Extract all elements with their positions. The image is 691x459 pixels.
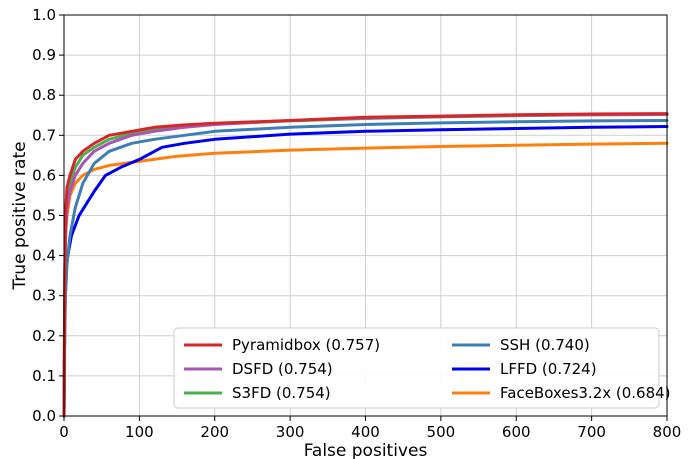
legend-box <box>173 327 660 409</box>
x-tick-label: 300 <box>276 423 305 441</box>
legend-entry: FaceBoxes3.2x (0.684) <box>500 384 671 402</box>
legend-entry: S3FD (0.754) <box>232 384 331 402</box>
x-tick-label: 200 <box>200 423 229 441</box>
series-line-pyramidbox <box>62 112 669 418</box>
series-line-ssh <box>62 119 669 418</box>
y-tick-label: 0.7 <box>32 126 56 144</box>
legend-entry: Pyramidbox (0.757) <box>232 336 380 354</box>
y-tick-label: 0.0 <box>32 407 56 425</box>
y-tick-label: 0.1 <box>32 367 56 385</box>
x-tick-label: 500 <box>427 423 456 441</box>
legend-entry: DSFD (0.754) <box>232 360 333 378</box>
x-tick-label: 800 <box>653 423 682 441</box>
y-tick-label: 0.5 <box>32 207 56 225</box>
x-tick-label: 400 <box>351 423 380 441</box>
y-tick-label: 0.3 <box>32 287 56 305</box>
x-tick-label: 0 <box>59 423 69 441</box>
y-tick-label: 0.9 <box>32 46 56 64</box>
x-tick-label: 100 <box>125 423 154 441</box>
y-tick-label: 0.2 <box>32 327 56 345</box>
x-axis-label: False positives <box>304 441 428 459</box>
series-lines <box>62 112 669 418</box>
grid-lines <box>63 14 668 417</box>
y-tick-label: 0.8 <box>32 86 56 104</box>
x-tick-label: 700 <box>577 423 606 441</box>
x-tick-label: 600 <box>502 423 531 441</box>
legend-entry: LFFD (0.724) <box>500 360 597 378</box>
x-axis-ticks: 0 100 200 300 400 500 600 700 800 <box>59 416 681 441</box>
legend-entry: SSH (0.740) <box>500 336 590 354</box>
legend: Pyramidbox (0.757) DSFD (0.754) S3FD (0.75… <box>173 327 671 409</box>
y-tick-label: 1.0 <box>32 6 56 24</box>
y-tick-label: 0.6 <box>32 166 56 184</box>
y-axis-ticks: 0.0 0.1 0.2 0.3 0.4 0.5 0.6 0.7 0.8 0.9 1.0 <box>32 6 64 425</box>
y-axis-label: True positive rate <box>10 141 30 290</box>
y-tick-label: 0.4 <box>32 247 56 265</box>
